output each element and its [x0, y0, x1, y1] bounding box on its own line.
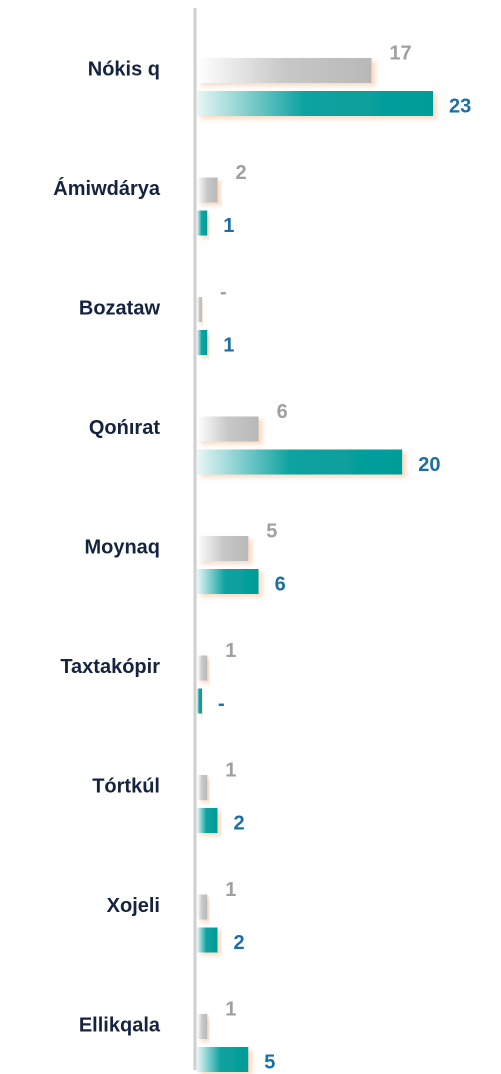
bar: [197, 927, 218, 953]
value-label: -: [218, 693, 225, 715]
bar: [197, 775, 208, 800]
category-label: Qońırat: [89, 417, 160, 439]
bar: [197, 1014, 208, 1039]
value-label: 2: [234, 812, 245, 834]
value-label: 17: [389, 42, 411, 64]
bar: [197, 297, 202, 322]
category-label: Taxtakópir: [60, 656, 160, 678]
value-label: -: [220, 281, 227, 303]
value-label: 1: [223, 215, 234, 237]
bar: [197, 91, 433, 116]
bar: [197, 330, 208, 355]
bar: [197, 177, 218, 203]
value-label: 2: [236, 162, 247, 184]
value-label: 1: [225, 998, 236, 1020]
value-label: 5: [264, 1051, 275, 1073]
bar: [197, 210, 208, 236]
category-label: Bozataw: [79, 297, 161, 319]
bar: [197, 808, 218, 833]
value-label: 1: [223, 334, 234, 356]
bar: [197, 655, 208, 681]
category-label: Ámiwdárya: [53, 177, 161, 200]
category-label: Xojeli: [107, 895, 160, 917]
value-label: 5: [266, 520, 277, 542]
value-label: 6: [275, 573, 286, 595]
bar: [197, 688, 202, 714]
value-label: 1: [225, 759, 236, 781]
bar: [197, 569, 259, 594]
bar: [197, 416, 259, 442]
bar: [197, 1047, 249, 1072]
bar: [197, 58, 372, 83]
value-label: 20: [418, 454, 440, 476]
category-label: Ellikqala: [79, 1014, 161, 1036]
value-label: 6: [277, 401, 288, 423]
category-label: Moynaq: [84, 536, 160, 558]
bar: [197, 449, 403, 475]
value-label: 23: [449, 95, 471, 117]
value-label: 1: [225, 879, 236, 901]
value-label: 1: [225, 640, 236, 662]
bar: [197, 536, 249, 561]
value-label: 2: [234, 932, 245, 954]
bar: [197, 894, 208, 920]
category-label: Nókis q: [88, 58, 160, 80]
category-label: Tórtkúl: [92, 775, 160, 797]
